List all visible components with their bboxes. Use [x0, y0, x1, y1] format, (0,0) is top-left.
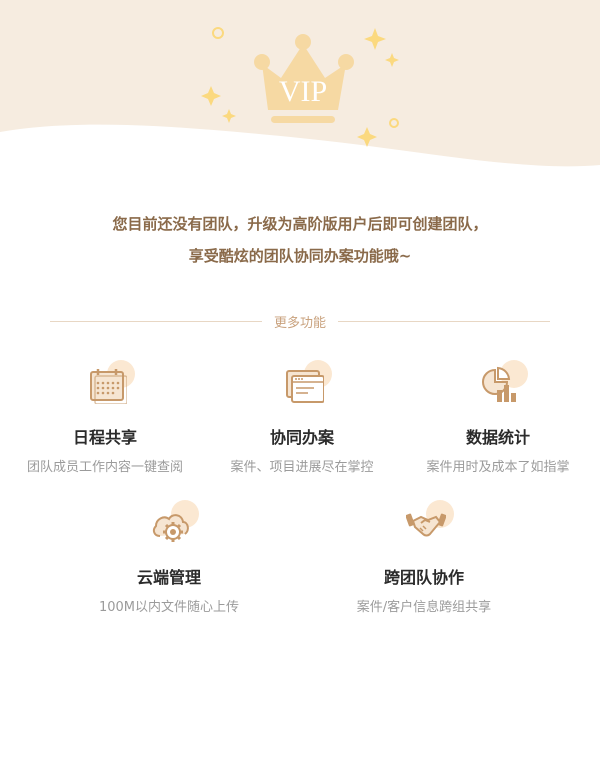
feature-desc: 100M以内文件随心上传 [98, 600, 240, 615]
upgrade-message: 您目前还没有团队，升级为高阶版用户后即可创建团队， 享受酷炫的团队协同办案功能哦… [0, 208, 600, 272]
section-divider: 更多功能 [50, 310, 551, 332]
vip-banner: VIP [0, 0, 600, 170]
upgrade-message-line2: 享受酷炫的团队协同办案功能哦~ [188, 247, 412, 265]
ring-icons [212, 27, 399, 128]
feature-title: 跨团队协作 [383, 568, 464, 587]
feature-cross-team: 跨团队协作 案件/客户信息跨组共享 [324, 500, 524, 615]
feature-desc: 案件、项目进展尽在掌控 [230, 460, 374, 475]
feature-collab-case: 协同办案 案件、项目进展尽在掌控 [202, 360, 402, 475]
feature-title: 云端管理 [136, 568, 201, 587]
section-title: 更多功能 [274, 315, 327, 331]
feature-title: 协同办案 [269, 428, 334, 447]
sparkle-icons [201, 28, 399, 147]
divider-line-left [50, 320, 262, 322]
feature-icon-wrap [398, 500, 454, 548]
feature-desc: 团队成员工作内容一键查阅 [26, 460, 183, 475]
vip-banner-graphic: VIP [0, 0, 600, 167]
calendar-icon [90, 369, 127, 404]
feature-icon-wrap [143, 500, 199, 548]
feature-cloud-manage: 云端管理 100M以内文件随心上传 [69, 500, 269, 615]
vip-text: VIP [279, 75, 327, 108]
feature-desc: 案件用时及成本了如指掌 [426, 460, 570, 475]
crown-icon: VIP [254, 34, 354, 123]
feature-title: 日程共享 [72, 428, 137, 447]
handshake-icon [406, 513, 446, 537]
feature-icon-wrap [472, 360, 528, 408]
feature-icon-wrap [79, 360, 135, 408]
divider-line-right [338, 320, 551, 322]
feature-data-stats: 数据统计 案件用时及成本了如指掌 [398, 360, 598, 475]
feature-desc: 案件/客户信息跨组共享 [356, 600, 492, 615]
chart-icon [482, 366, 516, 402]
upgrade-message-line1: 您目前还没有团队，升级为高阶版用户后即可创建团队， [112, 215, 488, 233]
feature-title: 数据统计 [465, 428, 530, 447]
feature-schedule-share: 日程共享 团队成员工作内容一键查阅 [5, 360, 205, 475]
feature-icon-wrap [276, 360, 332, 408]
cloud-gear-icon [152, 514, 189, 542]
window-icon [286, 370, 324, 403]
